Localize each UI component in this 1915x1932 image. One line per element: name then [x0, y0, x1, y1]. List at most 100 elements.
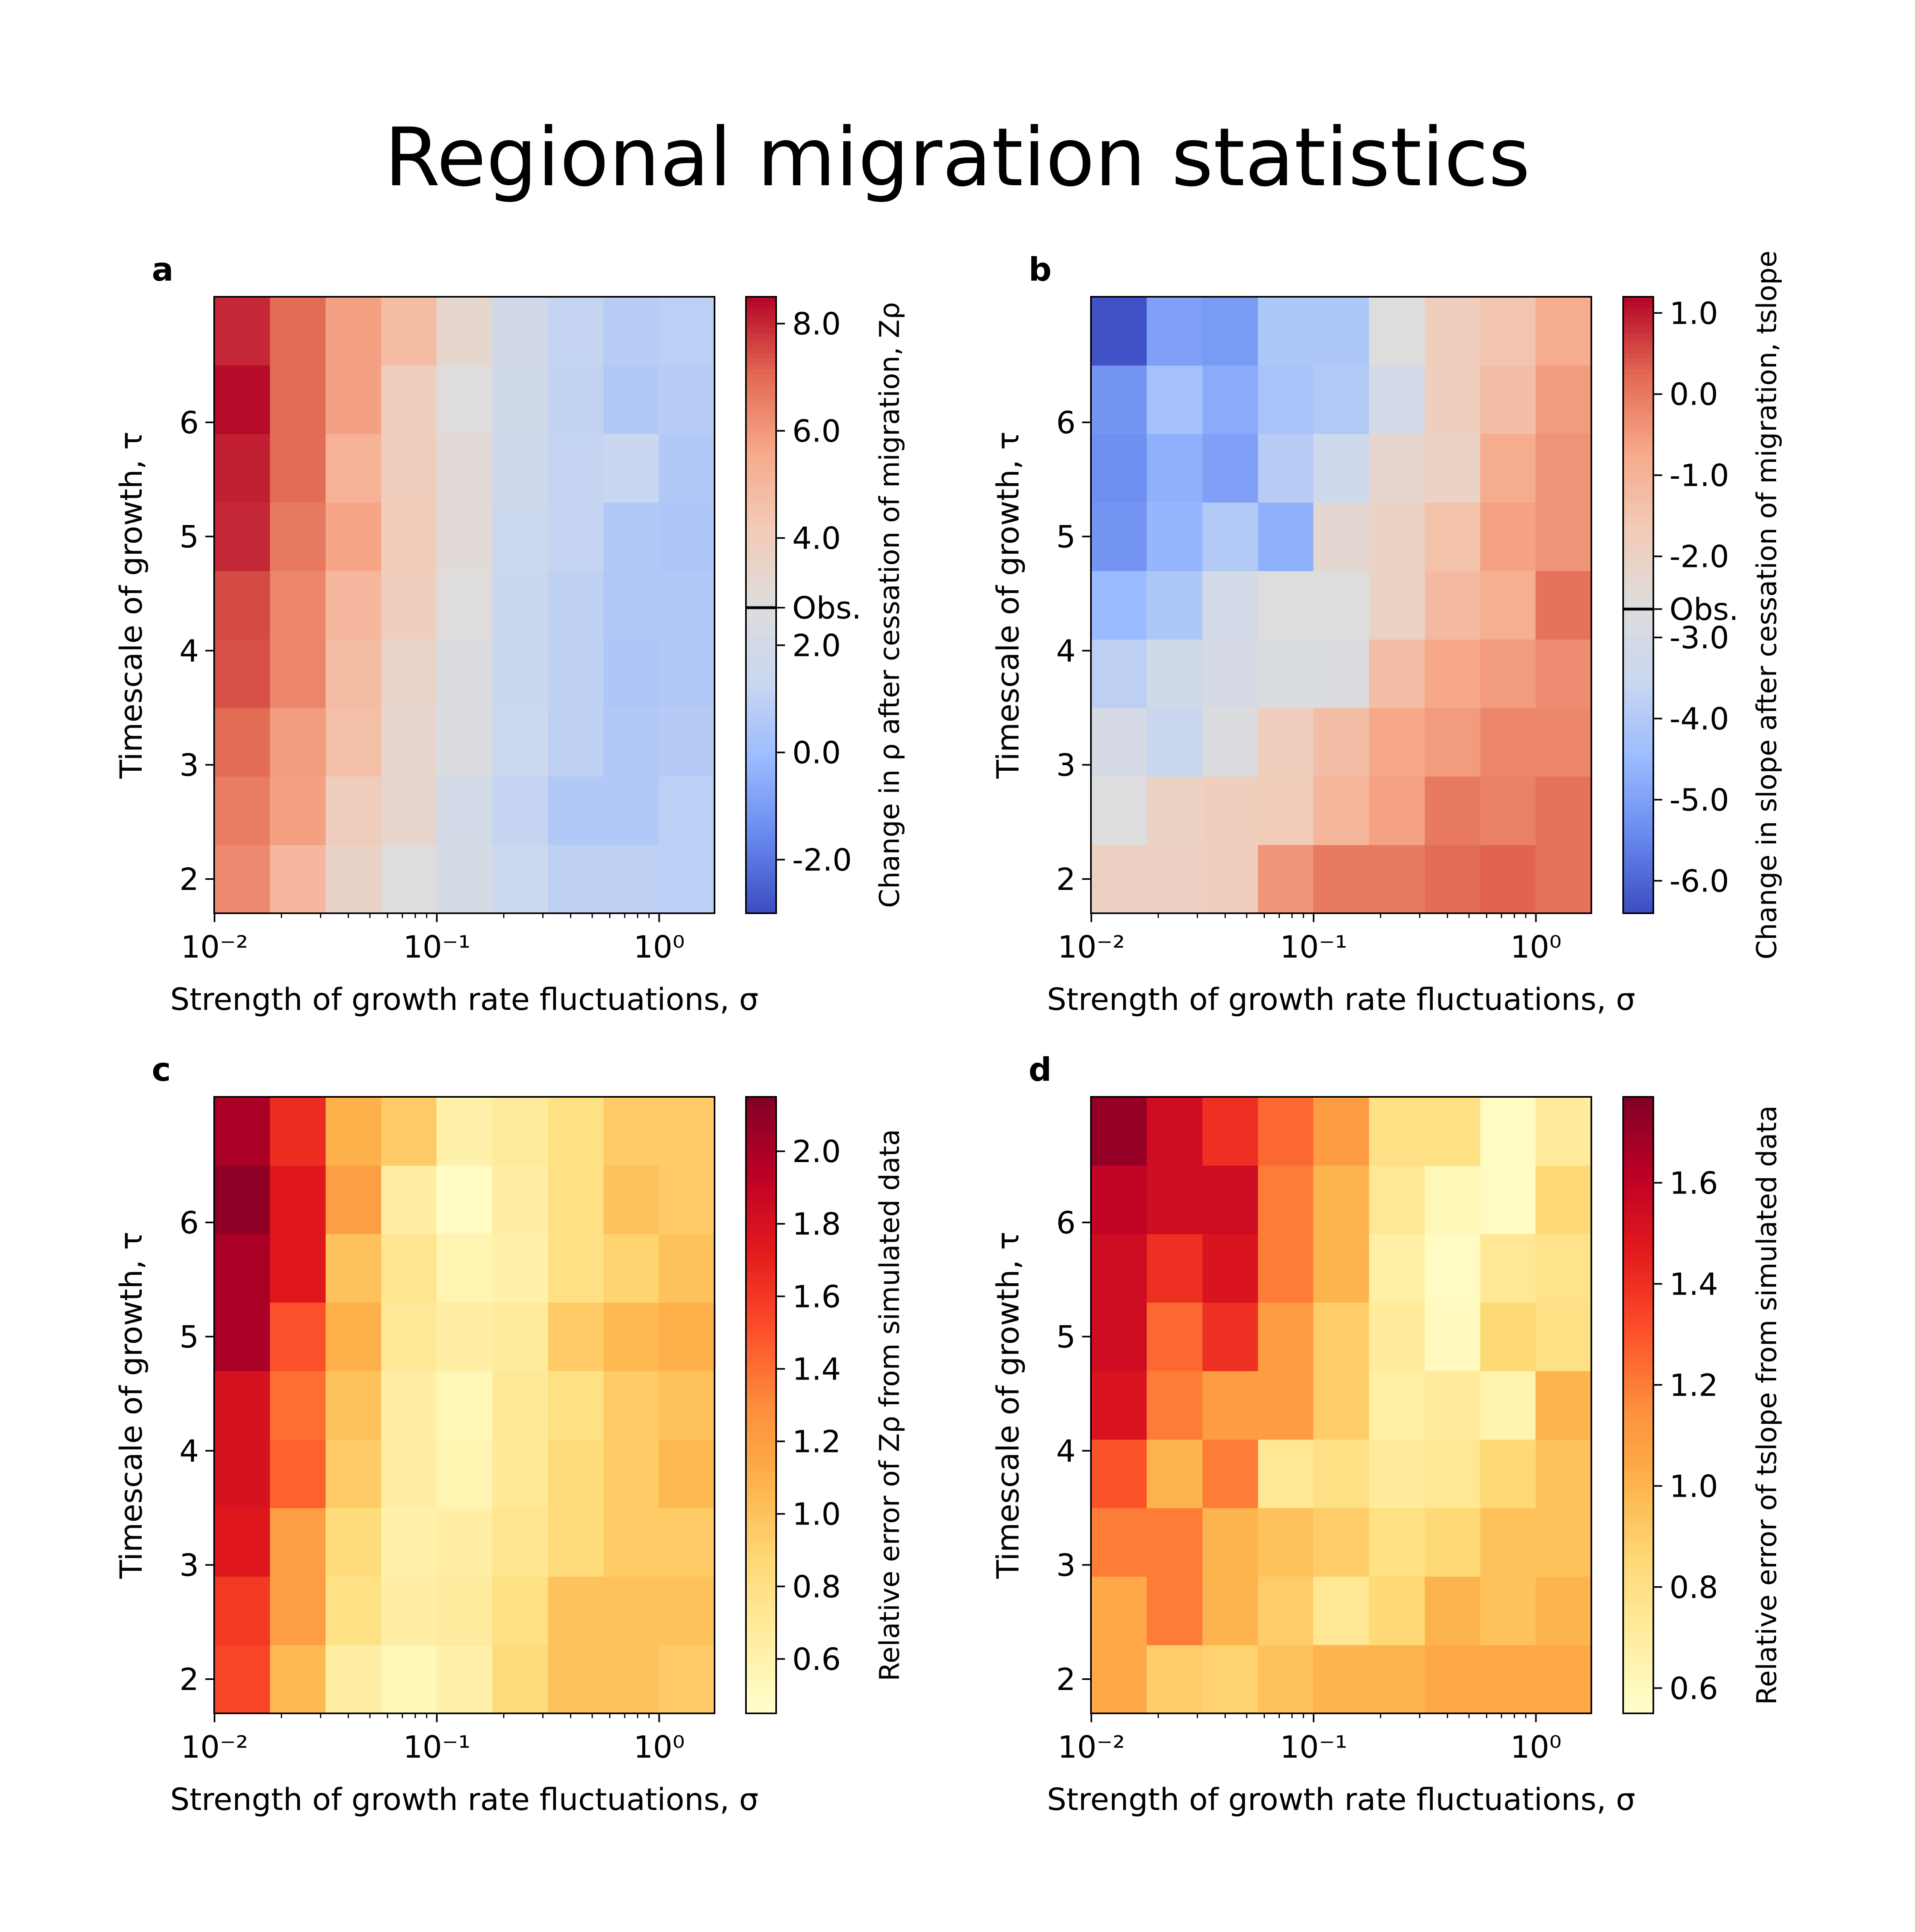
heatmap-cell — [381, 1165, 438, 1235]
colorbar-segment — [1623, 1312, 1653, 1318]
colorbar-tick-label: -2.0 — [792, 842, 852, 878]
colorbar-segment — [746, 1585, 776, 1591]
colorbar-segment — [746, 1508, 776, 1514]
colorbar-segment — [746, 404, 776, 410]
y-tick-label: 3 — [180, 1547, 199, 1583]
heatmap-cell — [325, 1165, 382, 1235]
colorbar-segment — [1623, 1112, 1653, 1118]
heatmap-cell — [1258, 1302, 1314, 1371]
colorbar-segment — [746, 502, 776, 508]
colorbar-segment — [746, 666, 776, 672]
heatmap-cell — [325, 707, 382, 777]
colorbar-segment — [746, 1616, 776, 1622]
colorbar-segment — [746, 780, 776, 786]
colorbar-segment — [1623, 1492, 1653, 1498]
y-tick-label: 4 — [180, 1433, 199, 1469]
colorbar-segment — [746, 471, 776, 477]
y-tick-label: 2 — [180, 1661, 199, 1697]
colorbar-segment — [746, 677, 776, 683]
colorbar-segment — [1623, 754, 1653, 760]
heatmap-cell — [214, 434, 271, 503]
colorbar-segment — [1623, 594, 1653, 600]
colorbar-segment — [1623, 1513, 1653, 1519]
heatmap-cell — [436, 365, 493, 434]
heatmap-cell — [1091, 297, 1147, 366]
colorbar-segment — [746, 435, 776, 441]
colorbar-segment — [746, 456, 776, 462]
colorbar-segment — [1623, 1657, 1653, 1663]
heatmap-cell — [1091, 1644, 1147, 1714]
y-tick-label: 4 — [1056, 1433, 1076, 1469]
colorbar-tick-label: -1.0 — [1669, 457, 1729, 493]
heatmap-cell — [381, 502, 438, 571]
heatmap-cells — [1091, 1097, 1592, 1714]
colorbar-segment — [746, 1405, 776, 1411]
colorbar-segment — [1623, 697, 1653, 703]
heatmap-cell — [214, 776, 271, 845]
colorbar-segment — [746, 1472, 776, 1478]
colorbar-segment — [746, 1688, 776, 1693]
colorbar-segment — [746, 1148, 776, 1154]
heatmap-cell — [1535, 1644, 1592, 1714]
colorbar-segment — [746, 584, 776, 590]
y-tick-label: 6 — [180, 405, 199, 441]
heatmap-cell — [1313, 502, 1370, 571]
heatmap-cell — [436, 1302, 493, 1371]
heatmap-cell — [1258, 776, 1314, 845]
heatmap-cell — [1369, 365, 1425, 434]
heatmap-cell — [1313, 434, 1370, 503]
heatmap-cell — [1425, 1439, 1481, 1508]
y-tick-label: 5 — [1056, 519, 1076, 554]
colorbar-segment — [1623, 487, 1653, 492]
colorbar-segment — [1623, 1158, 1653, 1164]
colorbar-segment — [1623, 1287, 1653, 1293]
colorbar-segment — [746, 646, 776, 652]
colorbar-segment — [1623, 903, 1653, 909]
colorbar-segment — [746, 636, 776, 641]
heatmap-cell — [1535, 707, 1592, 777]
colorbar-segment — [746, 1302, 776, 1308]
colorbar-segment — [1623, 579, 1653, 585]
colorbar-segment — [746, 749, 776, 755]
colorbar-segment — [1623, 564, 1653, 570]
heatmap-cell — [1425, 571, 1481, 640]
heatmap-cell — [659, 1234, 715, 1303]
panel-letter: c — [152, 1051, 171, 1088]
heatmap-cell — [1313, 1234, 1370, 1303]
colorbar-segment — [746, 1610, 776, 1616]
heatmap-cell — [659, 707, 715, 777]
colorbar-segment — [746, 1343, 776, 1349]
colorbar-segment — [1623, 631, 1653, 637]
colorbar-segment — [1623, 887, 1653, 893]
colorbar-segment — [1623, 707, 1653, 714]
colorbar-segment — [1623, 389, 1653, 395]
heatmap-cell — [1258, 297, 1314, 366]
colorbar-segment — [1623, 517, 1653, 523]
colorbar-segment — [1623, 1379, 1653, 1385]
colorbar-segment — [1623, 625, 1653, 631]
colorbar-segment — [1623, 1359, 1653, 1365]
colorbar-segment — [746, 1133, 776, 1139]
y-tick-label: 6 — [1056, 405, 1076, 441]
colorbar-segment — [1623, 1616, 1653, 1622]
colorbar-segment — [746, 523, 776, 529]
colorbar-segment — [746, 615, 776, 621]
colorbar-segment — [1623, 749, 1653, 755]
colorbar-frame — [745, 296, 777, 914]
heatmap-cell — [381, 365, 438, 434]
colorbar-segment — [746, 620, 776, 626]
colorbar-segment — [1623, 343, 1653, 349]
heatmap-panel-c: 10⁻² 10⁻¹ 10⁰ 2 3 4 5 6 Strength of growth rate … — [113, 1051, 906, 1817]
colorbar-tick-label: 1.8 — [792, 1206, 841, 1242]
colorbar-segment — [746, 661, 776, 667]
heatmap-cell — [1480, 297, 1537, 366]
colorbar-segment — [1623, 333, 1653, 339]
heatmap-cell — [214, 1439, 271, 1508]
colorbar-segment — [1623, 769, 1653, 775]
colorbar-label: Change in ρ after cessation of migration… — [874, 302, 906, 908]
colorbar-segment — [746, 738, 776, 744]
heatmap-cell — [270, 365, 326, 434]
colorbar-segment — [1623, 908, 1653, 914]
colorbar-segment — [1623, 1431, 1653, 1437]
heatmap-cell — [1147, 1576, 1203, 1645]
